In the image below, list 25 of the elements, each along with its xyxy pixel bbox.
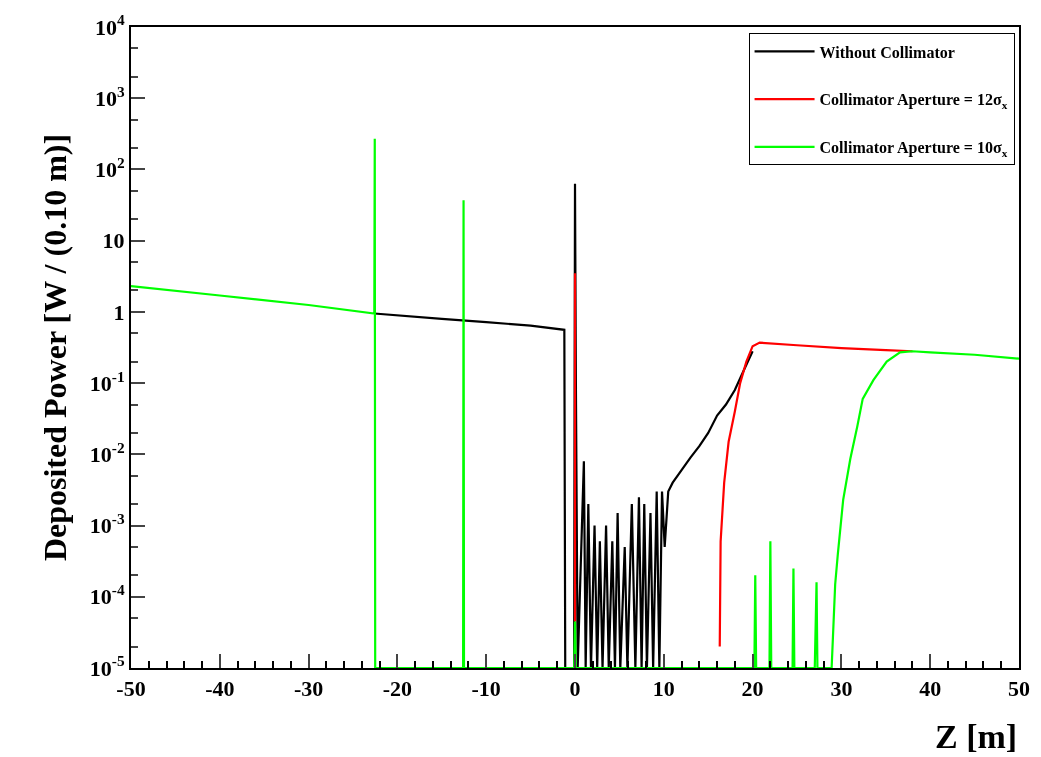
x-tick-label: -40 <box>205 676 235 702</box>
line-series <box>131 137 1019 668</box>
x-tick-label: -10 <box>471 676 501 702</box>
y-tick-label: 10$^{2}$ <box>94 153 125 183</box>
x-tick-label: 10 <box>652 676 675 702</box>
y-axis-title: Deposited Power [W / (0.10 m)] <box>36 133 73 562</box>
x-axis-title: Z [m] <box>935 718 1018 755</box>
x-tick-label: 0 <box>569 676 581 702</box>
x-tick-label: 50 <box>1008 676 1030 702</box>
y-tick-label: 10$^{3}$ <box>94 82 125 111</box>
x-tick-label: 20 <box>741 676 764 702</box>
x-tick-label: -20 <box>382 676 413 702</box>
legend-label: Collimator Aperture = 10σ$_{x}$ <box>819 139 1008 159</box>
y-tick-label: 10$^{-2}$ <box>89 438 125 468</box>
x-tick-label: -30 <box>293 676 324 702</box>
legend-label: Without Collimator <box>819 43 955 61</box>
y-tick-label: 10$^{-1}$ <box>89 367 125 396</box>
x-tick-label: 40 <box>919 676 942 702</box>
y-tick-label: 1 <box>113 299 125 325</box>
legend-label: Collimator Aperture = 12σ$_{x}$ <box>819 91 1008 111</box>
y-tick-label: 10 <box>102 228 125 254</box>
x-tick-label: 30 <box>830 676 853 702</box>
y-tick-label: 10$^{4}$ <box>94 11 125 40</box>
y-tick-label: 10$^{-3}$ <box>89 510 125 539</box>
y-tick-label: 10$^{-4}$ <box>89 581 125 610</box>
